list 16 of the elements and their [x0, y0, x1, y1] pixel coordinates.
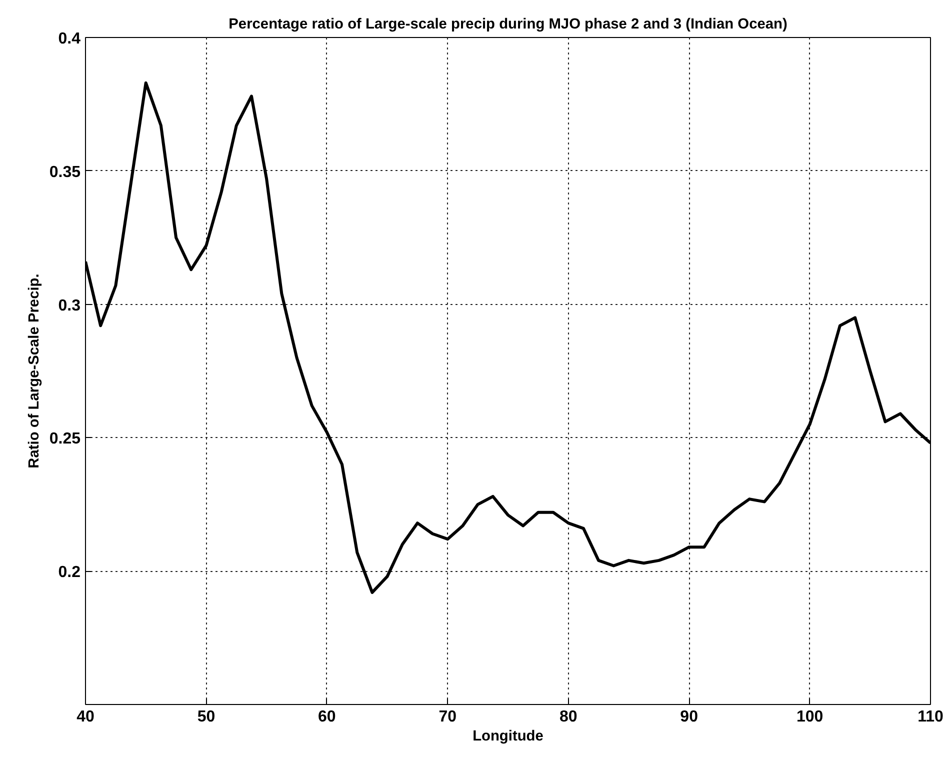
- y-axis-title: Ratio of Large-Scale Precip.: [26, 274, 42, 468]
- y-tick-label: 0.35: [49, 164, 81, 181]
- x-tick-label: 80: [559, 708, 578, 726]
- x-tick-label: 60: [318, 708, 336, 726]
- x-axis-title: Longitude: [472, 728, 544, 744]
- chart-title: Percentage ratio of Large-scale precip during MJO phase 2 and 3 (Indian Ocean): [228, 16, 788, 32]
- x-tick-label: 100: [796, 708, 824, 726]
- x-tick-label: 90: [680, 708, 698, 726]
- y-tick-label: 0.4: [58, 30, 81, 48]
- y-tick-label: 0.25: [49, 430, 81, 448]
- x-tick-label: 40: [76, 708, 94, 726]
- y-tick-label: 0.2: [58, 564, 81, 582]
- x-tick-label: 110: [918, 708, 944, 726]
- x-tick-label: 50: [197, 708, 216, 726]
- x-tick-label: 70: [438, 708, 457, 726]
- y-tick-label: 0.3: [58, 297, 81, 314]
